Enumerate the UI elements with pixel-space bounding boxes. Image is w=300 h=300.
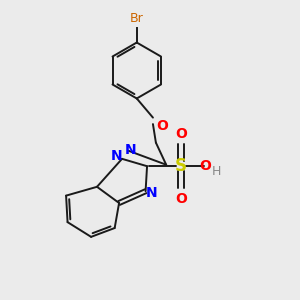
- Text: O: O: [199, 159, 211, 173]
- Text: O: O: [175, 127, 187, 141]
- Text: H: H: [212, 165, 221, 178]
- Text: Br: Br: [130, 12, 144, 26]
- Text: S: S: [175, 157, 187, 175]
- Text: N: N: [111, 149, 122, 164]
- Text: O: O: [175, 192, 187, 206]
- Text: O: O: [157, 119, 168, 133]
- Text: N: N: [146, 186, 158, 200]
- Text: N: N: [125, 143, 136, 157]
